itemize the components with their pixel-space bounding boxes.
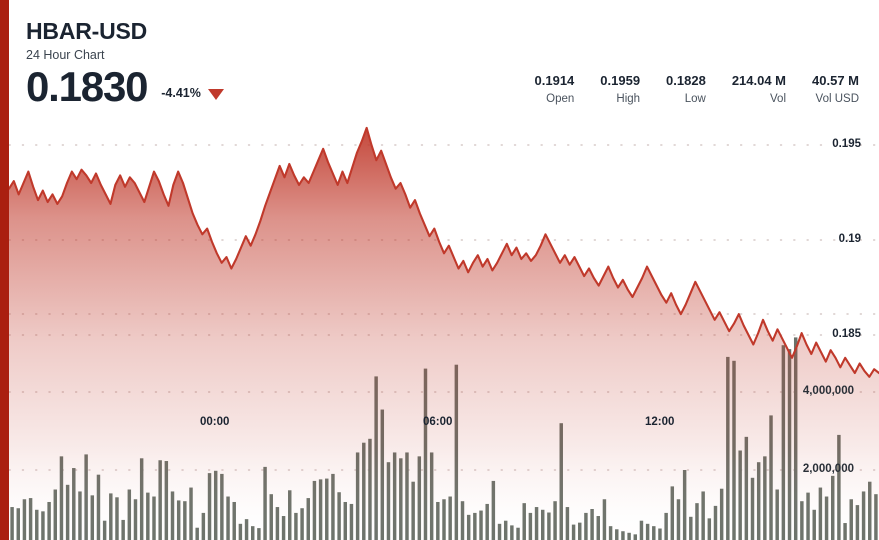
stat-vol-usd: 40.57 M Vol USD bbox=[812, 74, 859, 106]
time-axis-label: 00:00 bbox=[200, 416, 230, 428]
time-axis-label: 06:00 bbox=[423, 416, 453, 428]
stat-value: 214.04 M bbox=[731, 73, 787, 88]
price-area-fill bbox=[9, 127, 879, 540]
stat-low: 0.1828 Low bbox=[666, 74, 706, 106]
stat-value: 0.1914 bbox=[534, 73, 575, 88]
price-line bbox=[7, 126, 879, 378]
stat-label: Open bbox=[546, 93, 575, 105]
stat-open: 0.1914 Open bbox=[535, 74, 575, 106]
time-axis-label: 12:00 bbox=[645, 416, 675, 428]
price-axis-label: 0.185 bbox=[832, 328, 861, 340]
price-axis-label: 0.19 bbox=[838, 233, 861, 245]
ohlcv-stats: 0.1914 Open 0.1959 High 0.1828 Low 214.04 M Vol… bbox=[535, 74, 859, 106]
stat-value: 40.57 M bbox=[812, 73, 859, 88]
volume-axis-label: 4,000,000 bbox=[802, 385, 854, 397]
stat-label: High bbox=[616, 93, 641, 105]
stat-value: 0.1959 bbox=[600, 73, 641, 88]
stat-label: Low bbox=[684, 93, 706, 105]
volume-axis-label: 2,000,000 bbox=[802, 463, 854, 475]
left-red-rail bbox=[0, 0, 9, 540]
stat-label: Vol bbox=[770, 93, 787, 105]
price-axis-label: 0.195 bbox=[832, 138, 861, 150]
stat-high: 0.1959 High bbox=[600, 74, 640, 106]
stat-label: Vol USD bbox=[815, 93, 859, 105]
stat-value: 0.1828 bbox=[666, 73, 706, 88]
stat-vol: 214.04 M Vol bbox=[732, 74, 786, 106]
